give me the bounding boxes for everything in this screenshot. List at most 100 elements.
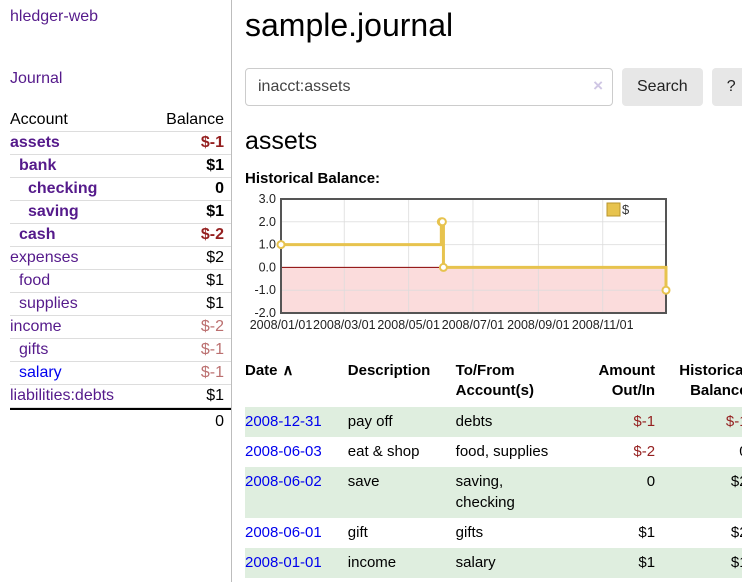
- account-row: cash $-2: [10, 224, 231, 247]
- account-balance: $1: [206, 387, 224, 404]
- balance-column-header: Balance: [166, 111, 224, 128]
- transactions-header-row: Date ∧ Description To/From Account(s) Amount…: [245, 359, 742, 407]
- tx-amount: $-2: [633, 442, 656, 460]
- account-link-salary[interactable]: salary: [19, 364, 62, 381]
- search-input[interactable]: [245, 68, 613, 106]
- clear-search-icon[interactable]: ×: [593, 76, 603, 95]
- column-header-description: Description: [347, 362, 431, 379]
- account-balance: $-1: [200, 364, 224, 381]
- tx-date-link[interactable]: 2008-01-01: [245, 553, 322, 571]
- account-row: income $-2: [10, 316, 231, 339]
- svg-text:2008/11/01: 2008/11/01: [572, 318, 634, 332]
- svg-text:2008/09/01: 2008/09/01: [507, 318, 570, 332]
- account-row: salary $-1: [10, 362, 231, 385]
- tx-balance: $-1: [725, 412, 742, 430]
- account-link-cash[interactable]: cash: [19, 226, 56, 243]
- account-balance: $-1: [200, 341, 224, 358]
- tx-date-link[interactable]: 2008-06-02: [245, 472, 322, 490]
- accounts-total-row: 0: [10, 408, 231, 433]
- account-balance: $2: [206, 249, 224, 266]
- tx-balance: $1: [730, 553, 742, 571]
- transactions-body: 2008-12-31 pay off debts $-1 $-1 2008-06-03 ea…: [245, 406, 742, 578]
- nav-journal-link[interactable]: Journal: [10, 70, 63, 87]
- transaction-row: 2008-12-31 pay off debts $-1 $-1: [245, 406, 742, 437]
- column-header-historical: Historical Balance: [679, 362, 742, 400]
- transaction-row: 2008-01-01 income salary $1 $1: [245, 547, 742, 578]
- account-link-liabilities:debts[interactable]: liabilities:debts: [10, 387, 115, 404]
- account-balance: $-2: [200, 318, 224, 335]
- tx-accounts: food, supplies: [455, 442, 549, 460]
- account-link-assets[interactable]: assets: [10, 134, 60, 151]
- tx-description: save: [347, 472, 380, 490]
- tx-amount: $1: [638, 553, 656, 571]
- tx-balance: 0: [658, 437, 742, 467]
- account-row: checking 0: [10, 178, 231, 201]
- search-form: × Search ?: [245, 68, 742, 106]
- account-link-expenses[interactable]: expenses: [10, 249, 79, 266]
- account-link-saving[interactable]: saving: [28, 203, 79, 220]
- svg-text:2008/03/01: 2008/03/01: [313, 318, 376, 332]
- sort-asc-icon: ∧: [282, 362, 294, 379]
- account-row: liabilities:debts $1: [10, 385, 231, 408]
- brand-link[interactable]: hledger-web: [10, 8, 99, 25]
- tx-date-link[interactable]: 2008-12-31: [245, 412, 322, 430]
- account-link-income[interactable]: income: [10, 318, 62, 335]
- account-row: expenses $2: [10, 247, 231, 270]
- account-balance: $1: [206, 272, 224, 289]
- tx-description: gift: [347, 523, 368, 541]
- search-button[interactable]: Search: [622, 68, 703, 106]
- transaction-row: 2008-06-03 eat & shop food, supplies $-20: [245, 437, 742, 467]
- column-header-date[interactable]: Date ∧: [245, 362, 294, 379]
- tx-accounts: gifts: [455, 523, 484, 541]
- column-header-amount: Amount Out/In: [598, 362, 656, 400]
- account-balance: $1: [206, 203, 224, 220]
- account-balance: 0: [215, 180, 224, 197]
- account-column-header: Account: [10, 111, 68, 128]
- svg-text:3.0: 3.0: [259, 194, 276, 206]
- tx-amount: $-1: [633, 412, 656, 430]
- historical-balance-label: Historical Balance:: [245, 170, 381, 187]
- account-link-checking[interactable]: checking: [28, 180, 98, 197]
- account-row: saving $1: [10, 201, 231, 224]
- tx-description: income: [347, 553, 397, 571]
- account-row: food $1: [10, 270, 231, 293]
- transactions-table: Date ∧ Description To/From Account(s) Amount…: [245, 359, 742, 578]
- svg-text:2008/01/01: 2008/01/01: [250, 318, 313, 332]
- svg-text:-1.0: -1.0: [254, 283, 276, 297]
- account-heading: assets: [245, 127, 318, 155]
- accounts-table: Account Balance assets $-1 bank $1 checking 0…: [10, 109, 231, 433]
- tx-description: pay off: [347, 412, 393, 430]
- account-row: bank $1: [10, 155, 231, 178]
- account-balance: $-2: [200, 226, 224, 243]
- tx-date-link[interactable]: 2008-06-01: [245, 523, 322, 541]
- svg-text:2008/07/01: 2008/07/01: [442, 318, 505, 332]
- main-content: sample.journal × Search ? assets Histori…: [232, 0, 742, 582]
- tx-accounts: debts: [455, 412, 493, 430]
- account-row: supplies $1: [10, 293, 231, 316]
- page-title: sample.journal: [245, 7, 454, 43]
- help-button[interactable]: ?: [711, 68, 742, 106]
- tx-accounts: saving, checking: [455, 472, 515, 511]
- search-box: ×: [245, 68, 613, 106]
- svg-text:1.0: 1.0: [259, 238, 276, 252]
- svg-text:2.0: 2.0: [259, 215, 276, 229]
- account-link-gifts[interactable]: gifts: [19, 341, 49, 358]
- account-link-food[interactable]: food: [19, 272, 51, 289]
- accounts-total-value: 0: [215, 413, 224, 430]
- svg-text:2008/05/01: 2008/05/01: [377, 318, 440, 332]
- accounts-rows: assets $-1 bank $1 checking 0 saving $1 cash $-2 e…: [10, 132, 231, 408]
- tx-amount: 0: [646, 472, 656, 490]
- account-link-bank[interactable]: bank: [19, 157, 57, 174]
- accounts-table-header: Account Balance: [10, 109, 231, 132]
- tx-description: eat & shop: [347, 442, 420, 460]
- account-link-supplies[interactable]: supplies: [19, 295, 78, 312]
- tx-balance: $2: [730, 523, 742, 541]
- account-row: gifts $-1: [10, 339, 231, 362]
- transaction-row: 2008-06-02 save saving, checking 0 $2: [245, 466, 742, 518]
- account-balance: $-1: [200, 134, 224, 151]
- tx-date-link[interactable]: 2008-06-03: [245, 442, 322, 460]
- account-balance: $1: [206, 295, 224, 312]
- column-header-to-from: To/From Account(s): [455, 362, 534, 400]
- svg-text:0.0: 0.0: [259, 260, 276, 274]
